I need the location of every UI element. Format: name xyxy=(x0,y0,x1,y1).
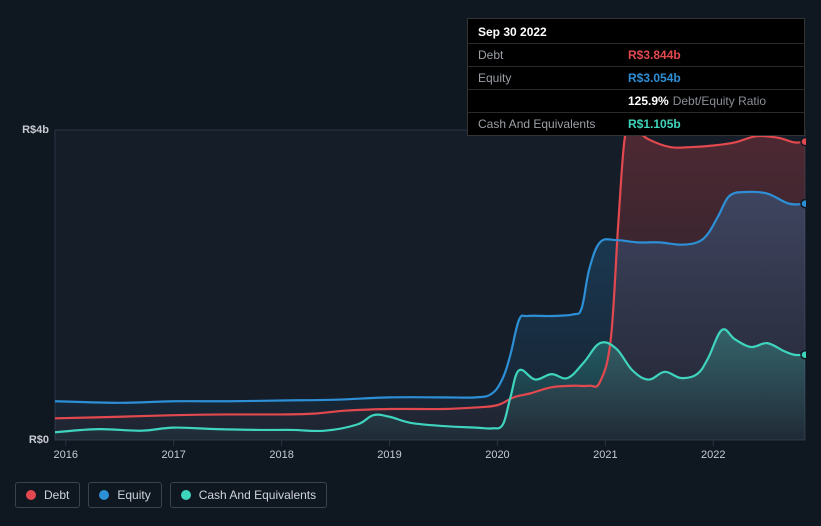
x-tick-label: 2017 xyxy=(161,449,185,461)
legend-swatch xyxy=(181,490,191,500)
tooltip-row-label: Cash And Equivalents xyxy=(478,117,608,131)
y-tick-label: R$4b xyxy=(22,124,49,136)
x-tick-label: 2018 xyxy=(269,449,293,461)
tooltip-row-extra: Debt/Equity Ratio xyxy=(673,94,766,108)
tooltip-row-value: R$3.054b xyxy=(628,71,681,85)
legend-swatch xyxy=(26,490,36,500)
legend-label: Cash And Equivalents xyxy=(199,488,316,502)
tooltip-row-label xyxy=(478,94,608,108)
x-tick-label: 2019 xyxy=(377,449,401,461)
x-tick-label: 2020 xyxy=(485,449,509,461)
legend-item-equity[interactable]: Equity xyxy=(88,482,161,508)
tooltip-row-label: Debt xyxy=(478,48,608,62)
tooltip-row: Debt R$3.844b xyxy=(468,43,804,66)
chart-legend: Debt Equity Cash And Equivalents xyxy=(15,482,327,508)
series-end-marker-equity xyxy=(801,200,806,208)
tooltip-row: Equity R$3.054b xyxy=(468,66,804,89)
legend-label: Equity xyxy=(117,488,150,502)
tooltip-row-value: 125.9%Debt/Equity Ratio xyxy=(628,94,766,108)
tooltip-row-label: Equity xyxy=(478,71,608,85)
x-tick-label: 2016 xyxy=(54,449,78,461)
legend-item-debt[interactable]: Debt xyxy=(15,482,80,508)
legend-label: Debt xyxy=(44,488,69,502)
x-tick-label: 2021 xyxy=(593,449,617,461)
series-end-marker-debt xyxy=(801,138,806,146)
legend-swatch xyxy=(99,490,109,500)
y-tick-label: R$0 xyxy=(29,434,49,446)
legend-item-cash[interactable]: Cash And Equivalents xyxy=(170,482,327,508)
tooltip-row-value: R$3.844b xyxy=(628,48,681,62)
tooltip-row: Cash And Equivalents R$1.105b xyxy=(468,112,804,135)
x-tick-label: 2022 xyxy=(701,449,725,461)
series-end-marker-cash xyxy=(801,351,806,359)
tooltip-row-value: R$1.105b xyxy=(628,117,681,131)
tooltip-date: Sep 30 2022 xyxy=(468,19,804,43)
chart-tooltip: Sep 30 2022 Debt R$3.844b Equity R$3.054b 12… xyxy=(467,18,805,136)
tooltip-row: 125.9%Debt/Equity Ratio xyxy=(468,89,804,112)
